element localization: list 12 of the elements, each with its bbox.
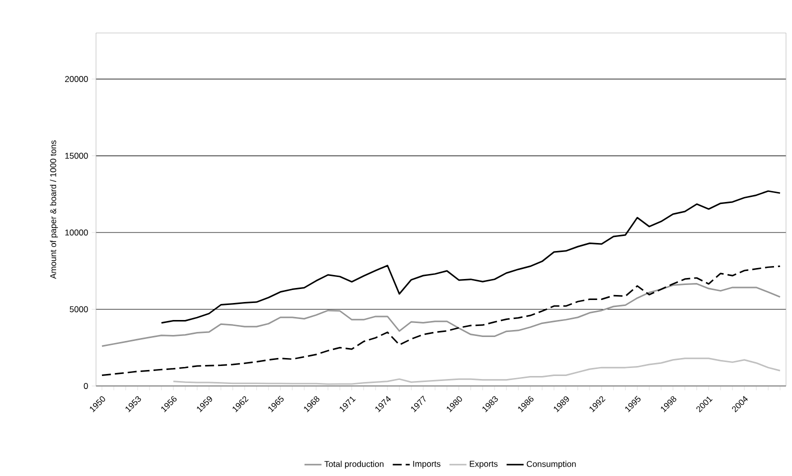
line-series bbox=[101, 266, 781, 376]
y-tick-label: 0 bbox=[84, 382, 88, 389]
y-tick-label: 10000 bbox=[65, 230, 88, 236]
line-series bbox=[160, 190, 781, 324]
y-tick-label: 5000 bbox=[70, 306, 88, 312]
legend-label: Exports bbox=[470, 460, 498, 468]
legend-label: Imports bbox=[413, 460, 440, 468]
y-tick-label: 20000 bbox=[65, 76, 88, 82]
y-axis-title: Amount of paper & board / 1000 tons bbox=[50, 140, 58, 279]
legend-label: Consumption bbox=[526, 460, 576, 469]
y-tick-label: 15000 bbox=[65, 152, 88, 159]
legend-label: Total production bbox=[324, 460, 384, 469]
